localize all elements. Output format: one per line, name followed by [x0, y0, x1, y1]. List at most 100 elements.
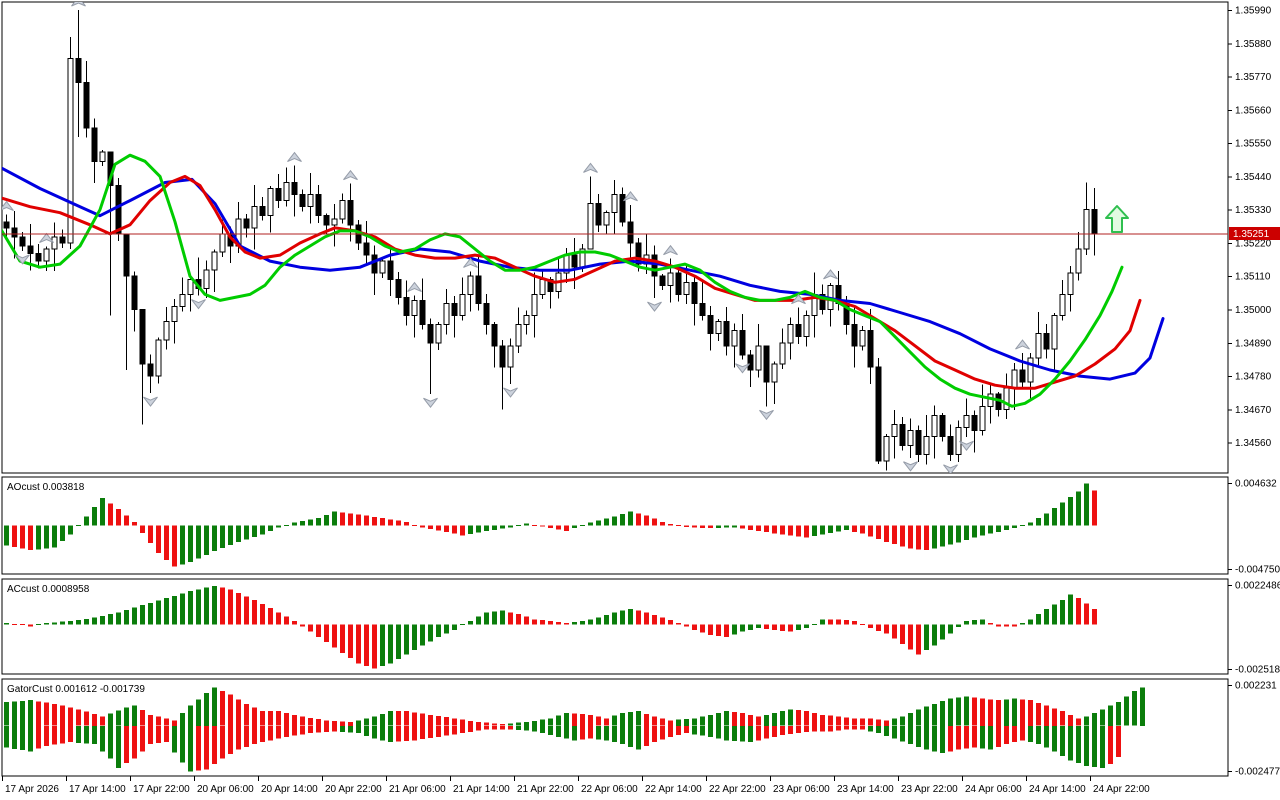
candle: [35, 243, 42, 269]
histogram-bar: [12, 725, 17, 749]
indicator-axis-label: -0.002477: [1235, 767, 1280, 778]
candle: [1075, 232, 1082, 281]
histogram-bar: [1116, 702, 1121, 726]
candle: [275, 173, 282, 208]
histogram-bar: [28, 525, 33, 551]
histogram-bar: [260, 711, 265, 726]
histogram-bar: [828, 619, 833, 625]
candle-body: [1059, 293, 1066, 317]
candle: [163, 307, 170, 350]
histogram-bar: [76, 725, 81, 743]
histogram-bar: [156, 525, 161, 553]
candle: [371, 245, 378, 295]
candle-body: [315, 194, 322, 217]
candle: [491, 322, 498, 368]
histogram-bar: [356, 720, 361, 726]
histogram-bar: [500, 723, 505, 726]
histogram-bar: [124, 707, 129, 726]
histogram-bar: [20, 624, 25, 626]
candle-body: [267, 188, 274, 217]
histogram-bar: [612, 516, 617, 526]
histogram-bar: [876, 525, 881, 540]
current-price-badge-bg: [1229, 227, 1280, 240]
histogram-bar: [28, 725, 33, 752]
histogram-bar: [556, 725, 561, 737]
histogram-bar: [28, 624, 33, 627]
histogram-bar: [300, 725, 305, 735]
histogram-bar: [484, 525, 489, 531]
histogram-bar: [884, 525, 889, 542]
histogram-bar: [156, 600, 161, 625]
histogram-bar: [852, 725, 857, 730]
histogram-bar: [532, 720, 537, 726]
histogram-bar: [172, 720, 177, 726]
histogram-bar: [348, 513, 353, 526]
histogram-bar: [780, 525, 785, 535]
histogram-bar: [540, 725, 545, 734]
candle-body: [1051, 315, 1058, 350]
histogram-bar: [804, 711, 809, 726]
histogram-bar: [140, 725, 145, 752]
histogram-bar: [716, 525, 721, 528]
histogram-bar: [284, 525, 289, 526]
histogram-bar: [316, 518, 321, 526]
histogram-bar: [828, 715, 833, 726]
histogram-bar: [132, 725, 137, 759]
candle: [251, 184, 258, 250]
histogram-bar: [1028, 619, 1033, 625]
histogram-bar: [620, 610, 625, 625]
histogram-bar: [812, 725, 817, 732]
main-chart-panel[interactable]: [1, 1, 1229, 474]
candle-body: [171, 305, 178, 323]
histogram-bar: [1092, 608, 1097, 625]
time-axis[interactable]: 17 Apr 2026 17 Apr 14:00 17 Apr 22:00 20 Ap…: [2, 776, 1151, 795]
histogram-bar: [820, 714, 825, 726]
histogram-bar: [820, 525, 825, 535]
histogram-bar: [396, 725, 401, 742]
histogram-bar: [916, 624, 921, 655]
histogram-bar: [700, 725, 705, 736]
histogram-bar: [236, 525, 241, 542]
histogram-bar: [828, 525, 833, 533]
indicator-panel-accust[interactable]: [1, 578, 1229, 675]
histogram-bar: [788, 624, 793, 632]
candle: [915, 425, 922, 463]
histogram-bar: [332, 511, 337, 526]
histogram-bar: [660, 617, 665, 625]
histogram-bar: [388, 624, 393, 664]
histogram-bar: [692, 725, 697, 735]
price-axis[interactable]: 1.35990 1.35880 1.35770 1.35660 1.35550 1.354…: [1228, 6, 1272, 450]
histogram-bar: [668, 620, 673, 625]
histogram-bar: [132, 521, 137, 526]
histogram-bar: [684, 624, 689, 627]
histogram-bar: [140, 605, 145, 625]
candle-body: [19, 236, 26, 247]
histogram-bar: [612, 612, 617, 625]
candle: [379, 258, 386, 279]
histogram-bar: [324, 720, 329, 726]
histogram-bar: [132, 705, 137, 726]
candle-body: [1043, 333, 1050, 350]
histogram-bar: [948, 525, 953, 545]
histogram-bar: [804, 624, 809, 629]
candle: [283, 167, 290, 207]
candle-body: [243, 218, 250, 229]
histogram-bar: [1084, 603, 1089, 625]
histogram-bar: [676, 622, 681, 625]
indicator-axis-gatorcust[interactable]: 0.002231 -0.002477: [1228, 681, 1280, 778]
histogram-bar: [36, 525, 41, 550]
histogram-bar: [92, 725, 97, 745]
histogram-bar: [540, 525, 545, 527]
candle-body: [683, 281, 690, 295]
histogram-bar: [556, 622, 561, 625]
candle-body: [523, 315, 530, 326]
histogram-bar: [988, 699, 993, 726]
histogram-bar: [36, 725, 41, 749]
histogram-bar: [188, 725, 193, 772]
candle-body: [1011, 369, 1018, 389]
histogram-bar: [372, 725, 377, 739]
indicator-axis-aocust[interactable]: 0.004632 -0.004750: [1228, 479, 1280, 576]
histogram-bar: [740, 624, 745, 632]
